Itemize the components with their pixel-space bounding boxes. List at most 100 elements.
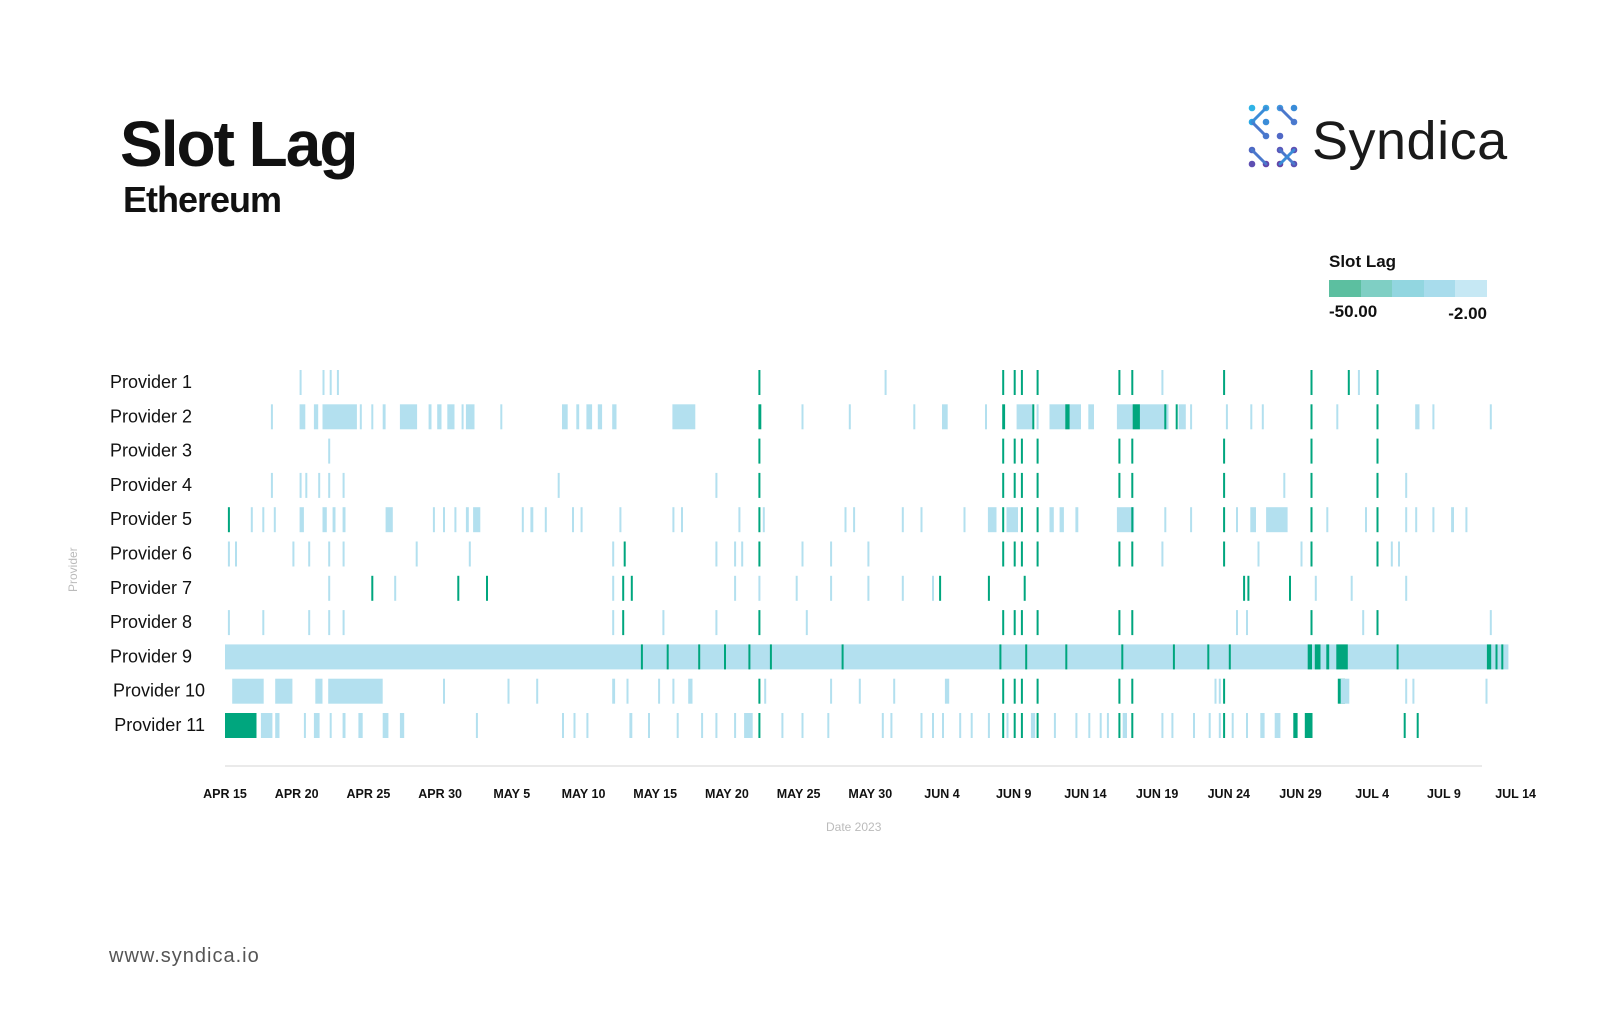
heat-cell [1376,610,1379,636]
heat-cell [1243,575,1246,601]
heat-cell [1002,507,1005,533]
heat-cell [299,370,302,395]
heat-cell [893,678,896,704]
heat-cell [1131,713,1134,738]
heat-cell [1223,541,1226,567]
heat-cell [1118,438,1121,464]
heat-cell [1405,575,1408,601]
heat-cell [342,507,346,533]
heat-cell [1357,370,1360,395]
legend-title: Slot Lag [1329,252,1397,271]
heat-cell [303,713,306,738]
heat-cell [662,610,665,636]
heat-cell [623,541,626,567]
heat-cell [1250,507,1256,533]
heat-cell [1190,507,1193,533]
heat-cell [1246,610,1248,636]
heat-cell [313,404,319,430]
brand[interactable]: Syndica [1240,100,1507,180]
heat-cell [698,644,701,670]
legend-max-label: -2.00 [1448,304,1487,323]
heat-cell [572,507,574,533]
heat-cell [1131,541,1134,567]
legend-color-bar [1329,280,1487,297]
heat-cell [748,644,751,670]
heat-cell [1006,713,1009,738]
heat-cell [1161,370,1164,395]
heat-cell [1246,713,1248,738]
heat-cell [942,713,944,738]
provider-label: Provider 9 [110,646,192,666]
heat-cell [1250,404,1253,430]
heat-cell [741,541,744,567]
x-tick-label: JUN 24 [1208,787,1250,801]
heat-cell [1376,370,1379,395]
heat-cell [932,713,934,738]
heat-cell [1116,404,1169,430]
heat-cell [769,644,772,670]
heat-cell [1164,507,1167,533]
heat-cell [890,713,893,738]
heat-cell [313,713,320,738]
heat-cell [1310,472,1313,498]
heat-cell [232,678,264,704]
color-legend: Slot Lag -50.00 -2.00 [1329,252,1499,327]
provider-label: Provider 2 [110,406,192,426]
heat-cell [1099,713,1102,738]
heat-cell [658,678,661,704]
heat-cell [1178,404,1186,430]
heat-cell [985,404,987,430]
heat-cell [399,713,405,738]
heat-cell [308,541,311,567]
heat-cell [701,713,704,738]
x-tick-label: JUN 4 [924,787,959,801]
heat-cell [1171,713,1174,738]
heat-cell [1013,370,1016,395]
heat-cell [443,678,445,704]
heat-cell [573,713,576,738]
heat-cell [305,472,308,498]
heat-cell [920,713,923,738]
heat-cell [1310,438,1313,464]
heat-cell [1131,507,1134,533]
heat-cell [473,507,481,533]
heat-cell [1501,644,1504,670]
heat-cell [830,678,833,704]
heat-cell [1236,507,1238,533]
heat-cell [1432,404,1435,430]
heat-cell [1075,713,1078,738]
heat-cell [1164,404,1167,430]
heat-cell [715,610,718,636]
heat-cell [1432,507,1435,533]
heat-cell [275,713,280,738]
heat-cell [640,644,643,670]
heat-cell [830,575,833,601]
heat-cell [468,541,471,567]
heat-cell [475,713,478,738]
heat-cell [299,404,306,430]
heat-cell [612,575,615,601]
heat-cell [270,472,273,498]
heat-cell [1006,507,1018,533]
heat-cell [1032,404,1035,430]
heat-cell [576,404,580,430]
heat-cell [939,575,942,601]
legend-swatch [1423,280,1456,297]
website-link[interactable]: www.syndica.io [109,945,260,967]
heat-cell [299,472,302,498]
x-tick-label: MAY 30 [848,787,892,801]
heat-cell [443,507,445,533]
x-tick-label: JUN 29 [1279,787,1321,801]
heat-cell [371,404,374,430]
heat-cell [884,370,887,395]
heat-cell [764,678,767,704]
heat-cell [1049,404,1081,430]
heat-cell [987,713,990,738]
heat-cell [1208,713,1211,738]
heat-cell [1131,472,1134,498]
heat-cell [227,507,230,533]
heat-cell [262,610,265,636]
heat-cell [486,575,488,601]
heat-cell [1350,575,1353,601]
heat-cell [1376,472,1379,498]
